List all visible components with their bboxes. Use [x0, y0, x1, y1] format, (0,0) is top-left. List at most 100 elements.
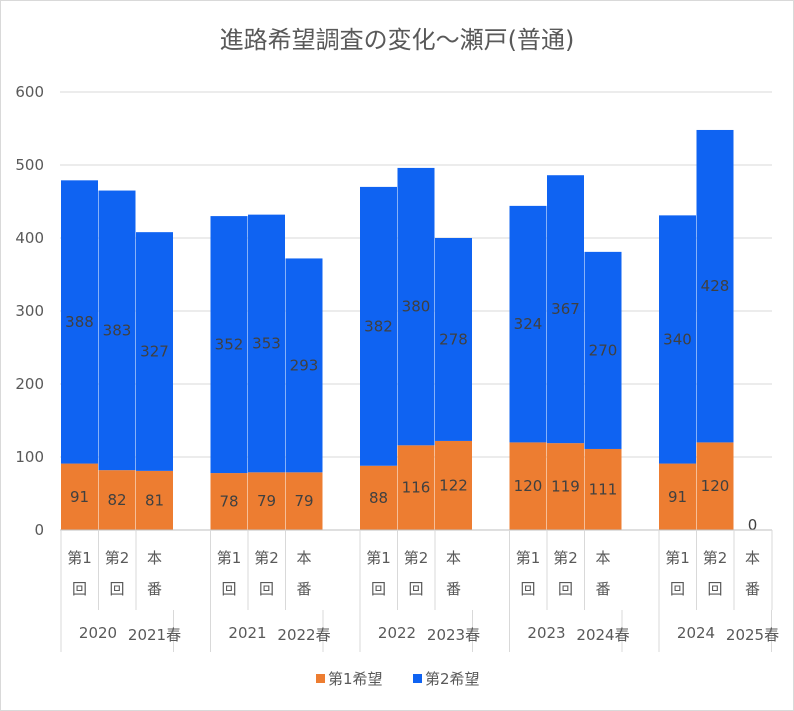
bar-second-choice — [397, 167, 435, 446]
data-label-first-choice: 81 — [145, 491, 164, 509]
group-year-label: 2020 — [79, 624, 117, 642]
data-label-first-choice: 91 — [70, 488, 89, 506]
category-label: 第1 — [366, 549, 391, 567]
data-label-second-choice: 382 — [364, 317, 393, 335]
data-label-second-choice: 353 — [252, 334, 281, 352]
data-label-first-choice: 122 — [439, 476, 468, 494]
data-label-first-choice: 79 — [294, 492, 313, 510]
bar-second-choice — [547, 175, 584, 444]
y-tick-label: 500 — [15, 156, 44, 174]
bar-second-choice — [210, 216, 248, 474]
group-spring-label: 2021春 — [128, 626, 181, 644]
category-label: 本 — [296, 549, 311, 567]
data-label-layer: 388 91 383 82 327 81 352 78 353 79 293 79 382 88 380 11… — [65, 277, 757, 534]
data-label-second-choice: 352 — [215, 336, 244, 354]
data-label-second-choice: 324 — [514, 315, 543, 333]
legend-swatch — [316, 674, 325, 683]
category-label: 第1 — [665, 549, 690, 567]
category-label: 第2 — [404, 549, 429, 567]
data-label-second-choice: 340 — [663, 330, 692, 348]
group-spring-label: 2024春 — [576, 626, 629, 644]
data-label-second-choice: 380 — [402, 298, 431, 316]
y-tick-label: 0 — [34, 521, 44, 539]
bar-first-choice — [696, 442, 734, 530]
category-label: 第2 — [703, 549, 728, 567]
category-label: 第2 — [553, 549, 578, 567]
data-label-second-choice: 428 — [701, 277, 730, 295]
data-label-first-choice: 91 — [668, 488, 687, 506]
category-label: 回 — [558, 580, 573, 598]
y-tick-label: 600 — [15, 83, 44, 101]
data-label-second-choice: 327 — [140, 343, 169, 361]
bar-first-choice — [98, 470, 136, 530]
bar-second-choice — [509, 205, 547, 443]
data-label-second-choice: 278 — [439, 330, 468, 348]
category-label: 本 — [595, 549, 610, 567]
group-year-label: 2024 — [677, 624, 715, 642]
category-label: 本 — [147, 549, 162, 567]
bar-second-choice — [248, 214, 285, 473]
category-label: 番 — [745, 580, 760, 598]
category-label: 回 — [109, 580, 124, 598]
data-label-first-choice: 88 — [369, 489, 388, 507]
data-label-first-choice: 82 — [107, 491, 126, 509]
category-label: 第2 — [105, 549, 130, 567]
bar-first-choice — [248, 472, 285, 530]
bar-second-choice — [98, 190, 136, 471]
bar-first-choice — [61, 463, 98, 530]
category-label: 第1 — [217, 549, 242, 567]
data-label-second-choice: 388 — [65, 313, 94, 331]
grid-layer — [60, 91, 772, 458]
data-label-first-choice: 116 — [402, 479, 431, 497]
category-label: 番 — [147, 580, 162, 598]
bar-first-choice — [136, 470, 173, 530]
bar-first-choice — [584, 448, 622, 530]
group-spring-label: 2022春 — [277, 626, 330, 644]
category-label: 回 — [221, 580, 236, 598]
category-label: 本 — [446, 549, 461, 567]
category-label: 番 — [595, 580, 610, 598]
category-label: 番 — [296, 580, 311, 598]
y-tick-label: 100 — [15, 448, 44, 466]
category-label: 第2 — [254, 549, 279, 567]
bar-second-choice — [360, 186, 397, 466]
bar-layer — [61, 129, 734, 530]
bar-first-choice — [435, 440, 472, 530]
category-label: 回 — [371, 580, 386, 598]
data-label-first-choice: 78 — [219, 493, 238, 511]
bar-first-choice — [659, 463, 696, 530]
data-label-first-choice: 79 — [257, 492, 276, 510]
data-label-second-choice: 383 — [103, 321, 132, 339]
bar-first-choice — [547, 443, 584, 530]
group-year-label: 2023 — [527, 624, 565, 642]
data-label-second-choice: 270 — [589, 341, 618, 359]
category-label: 回 — [72, 580, 87, 598]
bar-second-choice — [659, 215, 696, 464]
category-label: 回 — [408, 580, 423, 598]
category-label: 回 — [520, 580, 535, 598]
data-label-first-choice: 120 — [701, 477, 730, 495]
legend-label: 第2希望 — [425, 670, 480, 688]
data-label-first-choice: 119 — [551, 478, 580, 496]
axis-layer: 0100200300400500600第1回第2回本番第1回第2回本番第1回第2… — [15, 83, 779, 652]
legend-swatch — [413, 674, 422, 683]
legend-label: 第1希望 — [328, 670, 383, 688]
group-spring-label: 2023春 — [427, 626, 480, 644]
bar-first-choice — [397, 445, 435, 530]
data-label-first-choice: 0 — [748, 516, 758, 534]
bar-first-choice — [210, 473, 248, 530]
category-label: 回 — [670, 580, 685, 598]
category-label: 第1 — [516, 549, 541, 567]
bar-second-choice — [584, 251, 622, 449]
category-label: 第1 — [67, 549, 92, 567]
chart-title: 進路希望調査の変化～瀬戸(普通) — [220, 26, 575, 54]
bar-second-choice — [696, 129, 734, 443]
data-label-second-choice: 367 — [551, 300, 580, 318]
bar-first-choice — [360, 465, 397, 530]
data-label-first-choice: 111 — [589, 480, 618, 498]
y-tick-label: 200 — [15, 375, 44, 393]
y-tick-label: 400 — [15, 229, 44, 247]
bar-second-choice — [136, 232, 173, 471]
category-label: 回 — [259, 580, 274, 598]
